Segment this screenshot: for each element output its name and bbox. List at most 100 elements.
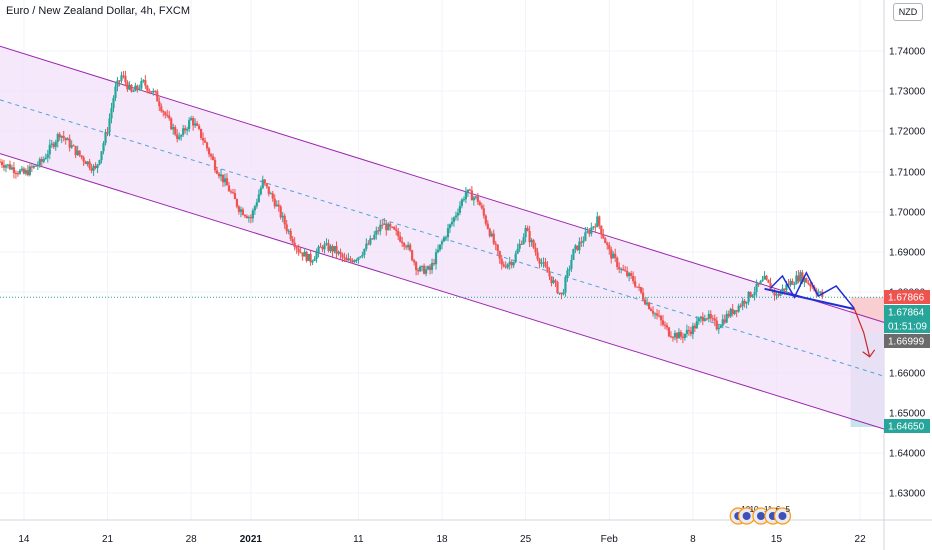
time-axis[interactable]: 14 21 28 2021 11 18 25 Feb 8 15 22: [18, 534, 866, 545]
candle-body: [568, 268, 571, 271]
candle-body: [639, 287, 643, 293]
candle-body: [526, 227, 529, 231]
candle-body: [373, 234, 376, 240]
candle-body: [514, 253, 517, 263]
channel-mid-line: [0, 99, 885, 377]
candle-body: [653, 313, 657, 315]
candle-body: [227, 185, 231, 192]
candle-body: [588, 231, 591, 234]
candle-body: [532, 240, 535, 248]
price-tick-label: 1.73000: [889, 87, 926, 98]
price-axis[interactable]: 1.74000 1.73000 1.72000 1.71000 1.70000 1.690…: [889, 47, 926, 500]
candle-body: [590, 227, 593, 234]
candle-body: [580, 241, 583, 243]
candle-body: [681, 336, 685, 338]
candle-body: [418, 266, 422, 272]
candle-body: [671, 337, 675, 339]
candle-body: [755, 283, 758, 292]
candle-body: [606, 243, 609, 246]
candle-body: [725, 313, 728, 323]
event-globe-icon: [742, 512, 751, 520]
candle-body: [237, 206, 241, 212]
candle-body: [550, 276, 553, 284]
candle-body: [397, 230, 400, 237]
candle-body: [405, 246, 408, 248]
candle-body: [743, 300, 746, 304]
candle-body: [60, 135, 63, 138]
candle-body: [359, 256, 362, 258]
candle-body: [715, 320, 718, 330]
candle-body: [90, 168, 93, 171]
candle-body: [757, 283, 760, 285]
candle-body: [88, 161, 91, 169]
candle-body: [108, 118, 111, 133]
candle-body: [126, 82, 129, 90]
candle-body: [42, 159, 45, 162]
candle-body: [428, 266, 432, 270]
economic-events[interactable]: 10101165: [729, 505, 792, 525]
candle-body: [383, 223, 386, 225]
event-marker[interactable]: 5: [773, 505, 792, 525]
candle-body: [74, 146, 77, 156]
candle-body: [253, 206, 256, 211]
candle-body: [612, 253, 615, 259]
event-marker[interactable]: 10: [738, 505, 759, 525]
candle-body: [574, 245, 577, 249]
candle-body: [215, 170, 219, 174]
candle-body: [30, 166, 33, 168]
candle-body: [2, 165, 6, 168]
candle-body: [733, 310, 736, 314]
candle-body: [120, 75, 123, 81]
candle-body: [4, 165, 8, 168]
candle-body: [777, 294, 780, 296]
candle-body: [484, 215, 487, 224]
candle-body: [703, 318, 706, 321]
candle-body: [391, 226, 394, 228]
candle-body: [562, 292, 565, 295]
price-tag-label: 1.64650: [888, 422, 925, 433]
candle-body: [34, 165, 37, 167]
time-tick-label: 22: [855, 534, 867, 545]
candle-body: [773, 289, 776, 296]
time-tick-label: 25: [520, 534, 532, 545]
candle-body: [468, 189, 471, 191]
candle-body: [54, 141, 57, 147]
candle-body: [172, 127, 175, 130]
channel-lower-line: [0, 153, 885, 430]
candle-body: [424, 269, 428, 274]
candle-body: [375, 230, 378, 235]
candle-body: [538, 259, 541, 264]
candle-body: [729, 308, 732, 317]
candle-body: [560, 292, 563, 295]
candle-body: [634, 281, 637, 287]
candle-body: [544, 262, 547, 267]
candle-body: [478, 201, 481, 206]
candle-body: [56, 134, 59, 142]
candle-body: [647, 302, 651, 309]
candle-body: [675, 333, 679, 339]
candle-body: [417, 270, 420, 272]
candle-body: [92, 165, 95, 171]
candle-body: [761, 279, 764, 282]
candle-body: [779, 292, 782, 296]
candle-body: [146, 85, 149, 91]
candle-body: [554, 280, 557, 282]
candle-body: [411, 250, 414, 261]
candle-body: [548, 272, 551, 277]
candle-body: [638, 286, 641, 288]
candle-body: [349, 258, 352, 261]
candle-body: [134, 85, 137, 92]
candle-body: [524, 227, 527, 238]
candle-body: [586, 231, 589, 233]
candle-body: [0, 161, 4, 166]
candle-body: [504, 266, 507, 268]
candle-body: [138, 88, 141, 90]
currency-button[interactable]: NZD: [893, 3, 923, 21]
candle-body: [156, 91, 159, 102]
event-count: 5: [785, 505, 790, 514]
candle-body: [333, 246, 336, 252]
candle-body: [84, 161, 87, 165]
candle-body: [66, 138, 69, 141]
candle-body: [693, 325, 696, 329]
